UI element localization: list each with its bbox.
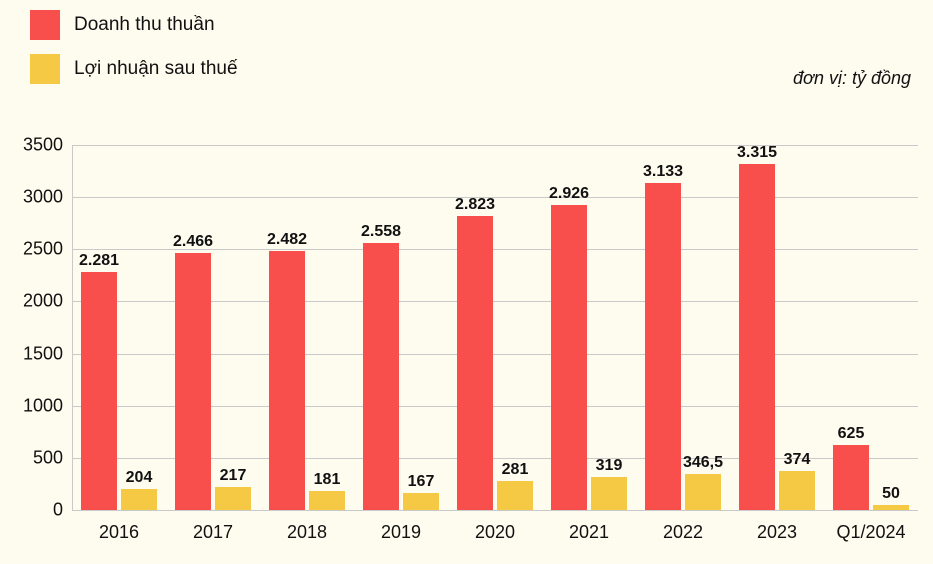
bar-label-profit: 50 [882, 485, 900, 503]
y-axis [72, 145, 73, 510]
bar-revenue [739, 164, 775, 510]
bar-profit [403, 493, 439, 510]
x-tick-label: 2019 [381, 522, 421, 543]
legend: Doanh thu thuần Lợi nhuận sau thuế [30, 10, 238, 98]
bar-label-revenue: 2.466 [173, 233, 213, 251]
y-tick-label: 1500 [3, 343, 63, 364]
bar-profit [873, 505, 909, 510]
legend-swatch-revenue [30, 10, 60, 40]
x-tick-label: 2022 [663, 522, 703, 543]
legend-swatch-profit [30, 54, 60, 84]
y-tick-label: 2000 [3, 291, 63, 312]
bar-profit [215, 487, 251, 510]
bar-revenue [551, 205, 587, 510]
bar-label-revenue: 625 [838, 425, 865, 443]
bar-label-revenue: 3.315 [737, 144, 777, 162]
x-tick-label: 2021 [569, 522, 609, 543]
bar-revenue [81, 272, 117, 510]
bar-label-revenue: 2.558 [361, 223, 401, 241]
bar-revenue [175, 253, 211, 510]
y-tick-label: 500 [3, 447, 63, 468]
bar-revenue [269, 251, 305, 510]
x-tick-label: 2017 [193, 522, 233, 543]
bar-label-revenue: 2.823 [455, 196, 495, 214]
y-tick-label: 0 [3, 500, 63, 521]
bar-profit [121, 489, 157, 510]
bar-label-revenue: 2.281 [79, 252, 119, 270]
legend-label-revenue: Doanh thu thuần [74, 14, 215, 36]
bar-label-profit: 346,5 [683, 454, 723, 472]
x-tick-label: 2020 [475, 522, 515, 543]
bar-label-revenue: 2.482 [267, 231, 307, 249]
y-tick-label: 3000 [3, 187, 63, 208]
gridline [72, 510, 918, 511]
legend-label-profit: Lợi nhuận sau thuế [74, 58, 238, 80]
bar-revenue [645, 183, 681, 510]
bar-profit [497, 481, 533, 510]
bar-label-profit: 167 [408, 473, 435, 491]
legend-item-profit: Lợi nhuận sau thuế [30, 54, 238, 84]
bar-revenue [457, 216, 493, 510]
x-tick-label: Q1/2024 [836, 522, 905, 543]
chart-canvas: Doanh thu thuần Lợi nhuận sau thuế đơn v… [0, 0, 933, 564]
x-tick-label: 2023 [757, 522, 797, 543]
bar-label-profit: 374 [784, 451, 811, 469]
bar-revenue [833, 445, 869, 510]
y-tick-label: 1000 [3, 395, 63, 416]
bar-label-profit: 204 [126, 469, 153, 487]
gridline [72, 145, 918, 146]
bar-revenue [363, 243, 399, 510]
bar-label-revenue: 3.133 [643, 163, 683, 181]
bar-label-profit: 319 [596, 457, 623, 475]
x-tick-label: 2016 [99, 522, 139, 543]
bar-profit [685, 474, 721, 510]
x-tick-label: 2018 [287, 522, 327, 543]
y-tick-label: 3500 [3, 135, 63, 156]
unit-note: đơn vị: tỷ đồng [793, 68, 911, 89]
bar-label-profit: 217 [220, 467, 247, 485]
bar-label-revenue: 2.926 [549, 185, 589, 203]
legend-item-revenue: Doanh thu thuần [30, 10, 238, 40]
bar-label-profit: 281 [502, 461, 529, 479]
bar-profit [779, 471, 815, 510]
bar-label-profit: 181 [314, 471, 341, 489]
y-tick-label: 2500 [3, 239, 63, 260]
bar-profit [309, 491, 345, 510]
bar-profit [591, 477, 627, 510]
